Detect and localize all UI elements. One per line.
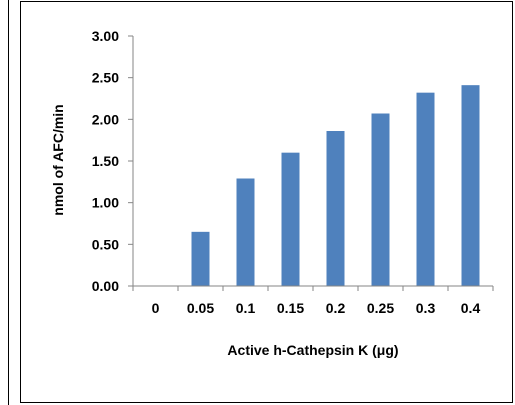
y-tick-label: 2.50 [92, 70, 119, 86]
x-tick-label: 0.25 [367, 300, 394, 316]
x-tick-label: 0.1 [236, 300, 256, 316]
bar [461, 85, 480, 287]
x-tick-label: 0.15 [277, 300, 304, 316]
bar [326, 131, 345, 286]
y-tick-label: 0.00 [92, 278, 119, 294]
bar [371, 113, 390, 286]
x-tick-label: 0.4 [461, 300, 481, 316]
x-tick-label: 0.3 [416, 300, 436, 316]
y-tick-label: 2.00 [92, 111, 119, 127]
x-axis: 0 0.05 0.1 0.15 0.2 0.25 0.3 0.4 [132, 285, 494, 316]
x-tick-label: 0.05 [187, 300, 214, 316]
x-tick-label: 0 [152, 300, 160, 316]
bar [416, 92, 435, 287]
y-tick-label: 1.00 [92, 195, 119, 211]
y-tick-label: 0.50 [92, 236, 119, 252]
y-tick-label: 1.50 [92, 153, 119, 169]
x-axis-title: Active h-Cathepsin K (μg) [227, 342, 398, 358]
left-panel-border [8, 0, 9, 405]
bars [191, 85, 480, 287]
bar [191, 231, 210, 286]
bar [281, 152, 300, 286]
y-axis-title: nmol of AFC/min [50, 104, 66, 215]
x-tick-label: 0.2 [326, 300, 346, 316]
y-tick-label: 3.00 [92, 28, 119, 44]
y-axis: 0.00 0.50 1.00 1.50 2.00 2.50 3.00 [92, 28, 134, 294]
bar [236, 178, 255, 286]
